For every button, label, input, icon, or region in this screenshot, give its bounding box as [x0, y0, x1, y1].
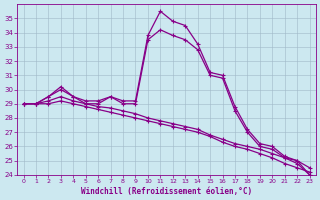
X-axis label: Windchill (Refroidissement éolien,°C): Windchill (Refroidissement éolien,°C) — [81, 187, 252, 196]
